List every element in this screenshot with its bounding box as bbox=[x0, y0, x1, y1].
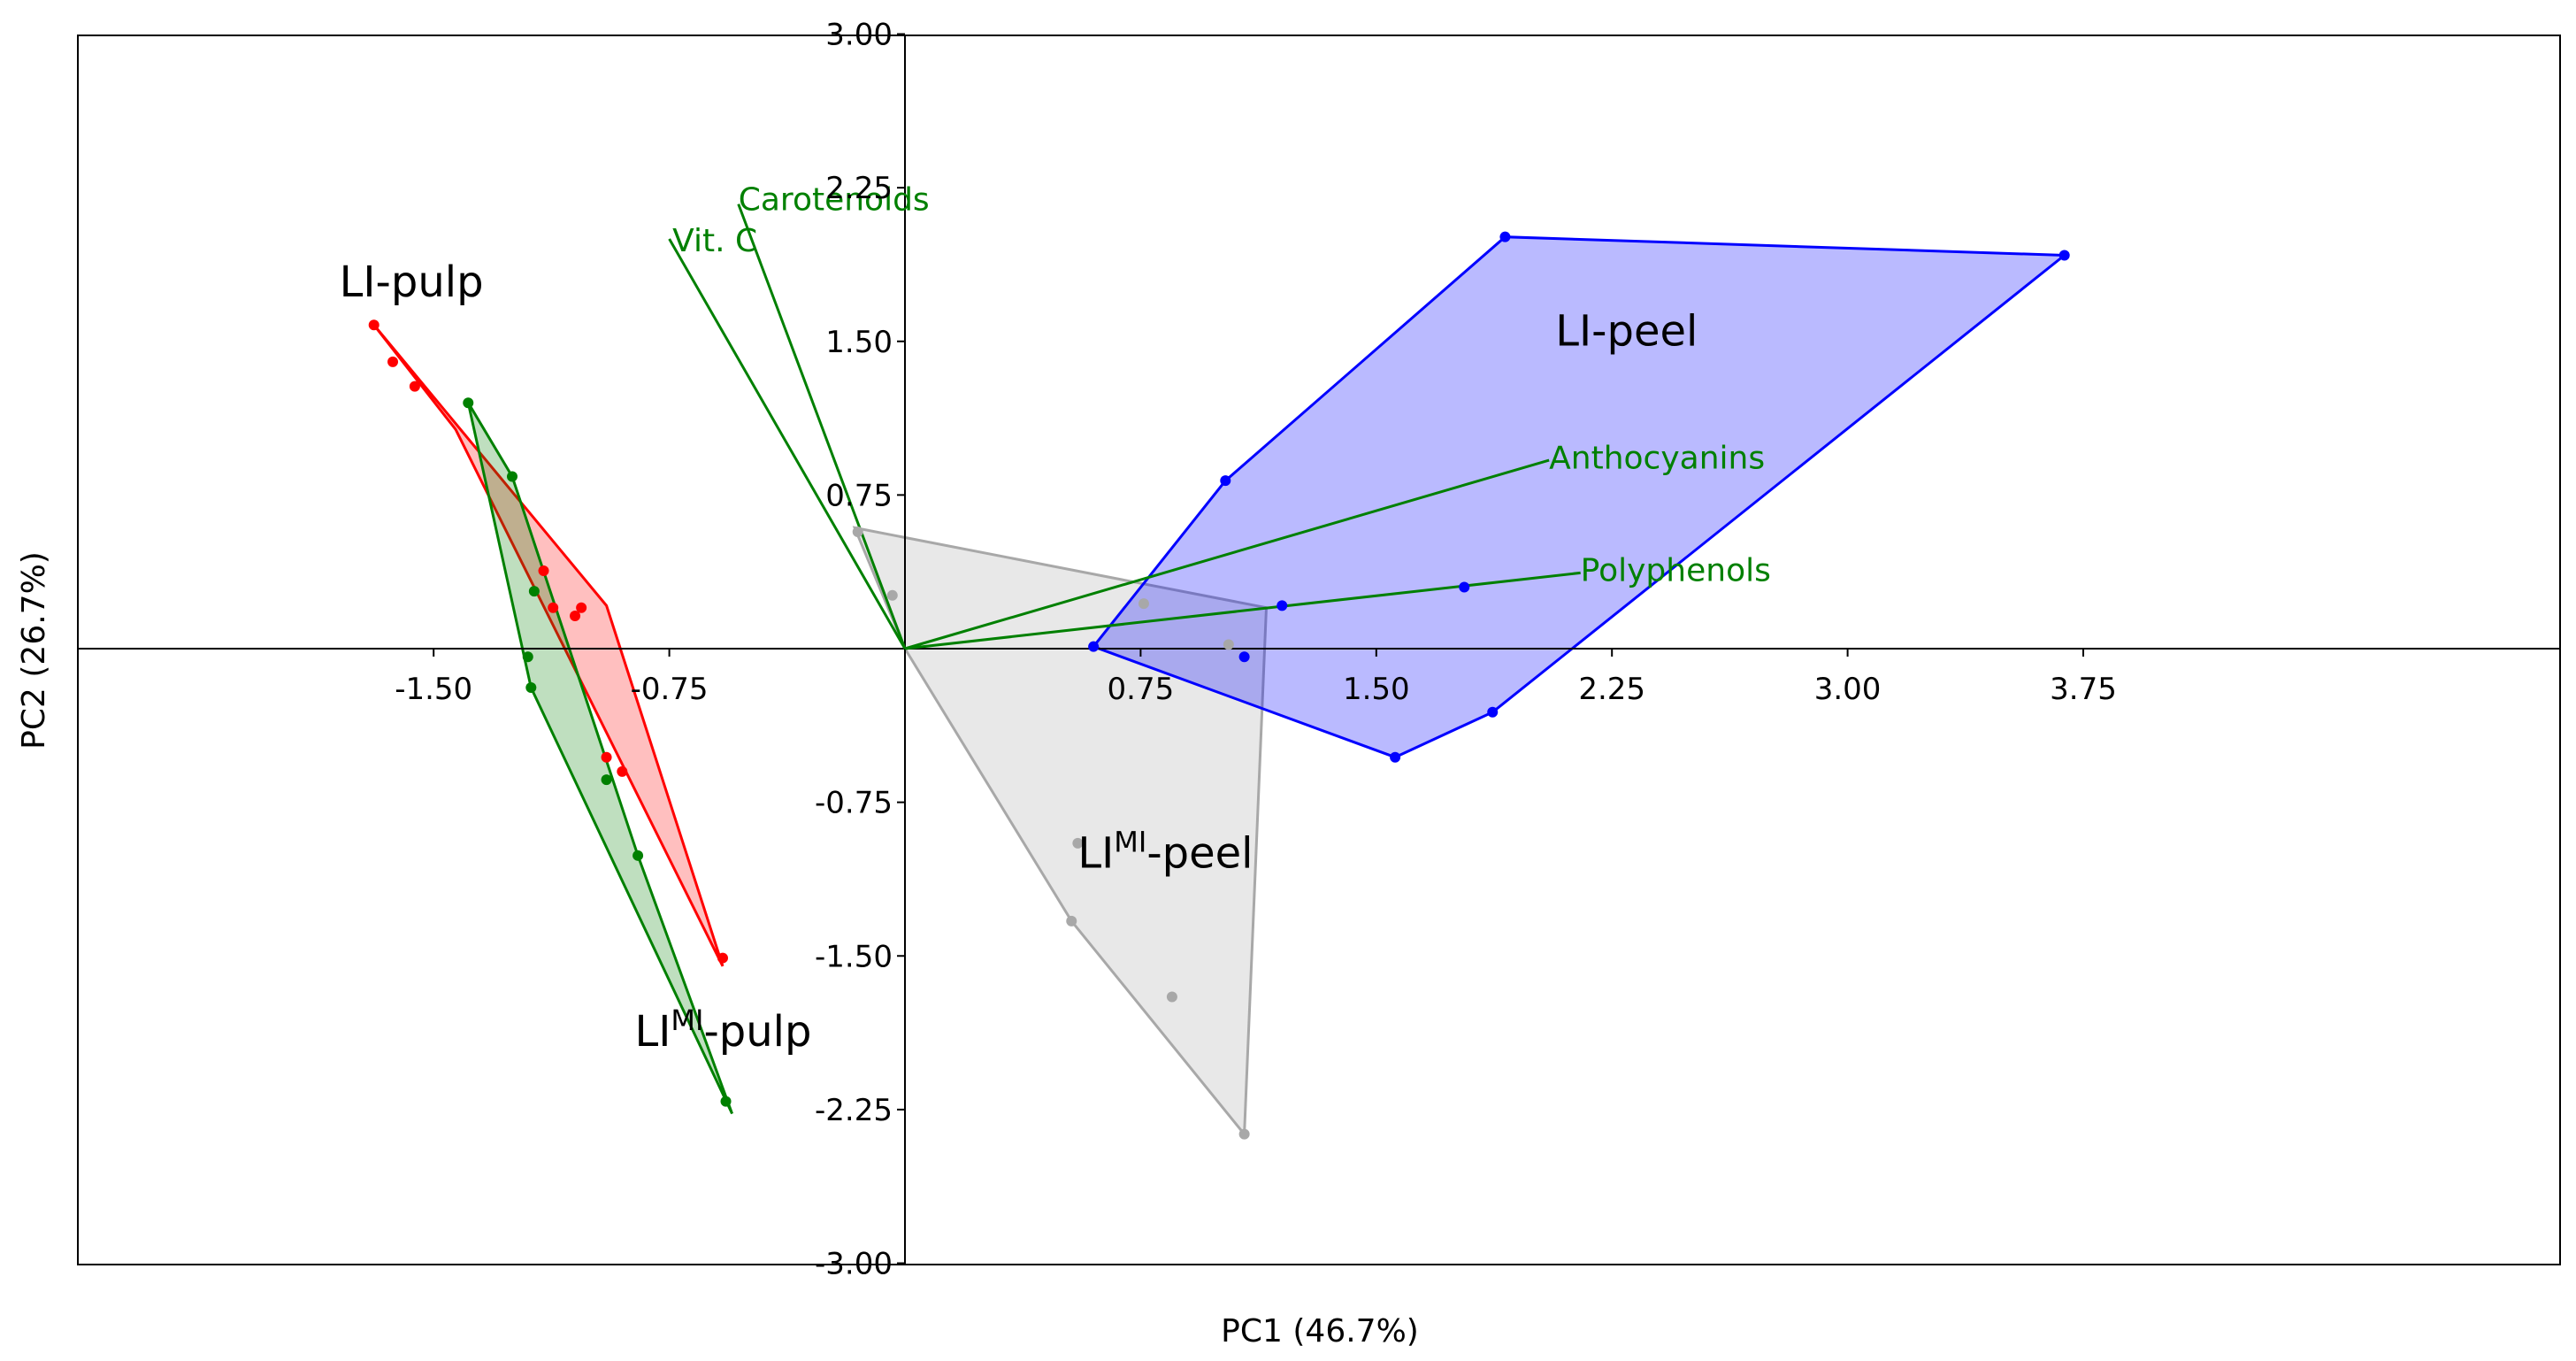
loading-label-polyphenols: Polyphenols bbox=[1581, 553, 1771, 589]
group-labels: LI-pulp LIMI-pulp LIMI-peel LI-peel bbox=[340, 258, 1698, 1057]
point-li-mi-pulp bbox=[507, 471, 518, 482]
x-tick-label: 3.75 bbox=[2050, 672, 2117, 707]
x-tick-label: -1.50 bbox=[395, 672, 472, 707]
point-li-mi-peel bbox=[1238, 1128, 1250, 1140]
point-li-mi-pulp bbox=[463, 397, 474, 409]
point-li-pulp bbox=[387, 356, 399, 367]
point-li-pulp bbox=[409, 381, 420, 392]
group-label-li-mi-pulp: LIMI-pulp bbox=[635, 1003, 812, 1057]
point-li-mi-peel bbox=[1138, 598, 1149, 610]
y-tick-label: 0.75 bbox=[825, 478, 893, 513]
y-tick-label: 2.25 bbox=[825, 171, 893, 206]
loading-label-vit-c: Vit. C bbox=[672, 223, 757, 259]
y-tick-label: -0.75 bbox=[815, 786, 893, 821]
point-li-mi-peel bbox=[1223, 639, 1234, 650]
point-li-peel bbox=[1487, 706, 1499, 718]
y-axis-title: PC2 (26.7%) bbox=[16, 551, 52, 750]
point-li-peel bbox=[1499, 231, 1511, 242]
point-li-mi-peel bbox=[1072, 837, 1084, 849]
point-li-peel bbox=[1276, 600, 1288, 611]
group-label-li-pulp: LI-pulp bbox=[340, 258, 484, 307]
x-tick-label: -0.75 bbox=[631, 672, 709, 707]
point-li-mi-peel bbox=[886, 589, 898, 601]
point-li-pulp bbox=[570, 610, 581, 621]
point-li-peel bbox=[1390, 751, 1401, 763]
point-li-mi-peel bbox=[1066, 915, 1077, 927]
point-li-mi-pulp bbox=[720, 1096, 732, 1107]
point-li-pulp bbox=[368, 319, 380, 331]
loading-vector-anthocyanins bbox=[904, 458, 1550, 650]
plot-frame bbox=[77, 35, 2561, 1265]
point-li-pulp bbox=[601, 751, 612, 763]
point-li-pulp bbox=[548, 602, 559, 613]
point-li-peel bbox=[1088, 641, 1100, 652]
tick-labels: -1.50 -0.75 0.75 1.50 2.25 3.00 3.75 3.00 2.25 1.… bbox=[395, 18, 2117, 1282]
loading-vector-vit-c bbox=[668, 238, 907, 650]
point-li-mi-pulp bbox=[632, 850, 644, 861]
score-points bbox=[368, 231, 2070, 1140]
point-li-mi-pulp bbox=[522, 651, 533, 663]
hull-li-pulp bbox=[372, 324, 724, 967]
point-li-mi-peel bbox=[1166, 991, 1177, 1003]
group-label-li-peel: LI-peel bbox=[1555, 306, 1698, 356]
axes bbox=[78, 35, 2560, 1265]
point-li-mi-peel bbox=[852, 527, 863, 538]
hull-li-mi-pulp bbox=[466, 402, 734, 1115]
point-li-peel bbox=[1220, 475, 1231, 487]
point-li-peel bbox=[1459, 581, 1470, 593]
point-li-peel bbox=[2058, 250, 2070, 261]
y-tick-label: -1.50 bbox=[815, 939, 893, 974]
group-hulls bbox=[372, 235, 2068, 1138]
point-li-mi-pulp bbox=[528, 586, 540, 597]
x-tick-label: 1.50 bbox=[1343, 672, 1410, 707]
x-axis-title: PC1 (46.7%) bbox=[1221, 1313, 1419, 1349]
point-li-pulp bbox=[717, 952, 728, 964]
point-li-pulp bbox=[576, 602, 587, 613]
y-tick-label: -3.00 bbox=[815, 1247, 893, 1282]
y-tick-label: 3.00 bbox=[825, 18, 893, 53]
point-li-pulp bbox=[617, 765, 628, 777]
point-li-mi-pulp bbox=[525, 681, 537, 693]
group-label-li-mi-peel: LIMI-peel bbox=[1077, 826, 1253, 879]
x-tick-label: 3.00 bbox=[1814, 672, 1882, 707]
point-li-mi-pulp bbox=[601, 774, 612, 786]
loading-vector-carotenoids bbox=[737, 204, 907, 650]
x-tick-label: 0.75 bbox=[1108, 672, 1175, 707]
x-tick-label: 2.25 bbox=[1578, 672, 1645, 707]
loading-label-anthocyanins: Anthocyanins bbox=[1549, 440, 1765, 476]
point-li-pulp bbox=[538, 565, 549, 577]
point-li-peel bbox=[1238, 651, 1250, 663]
y-tick-label: 1.50 bbox=[825, 325, 893, 360]
y-tick-label: -2.25 bbox=[815, 1093, 893, 1128]
